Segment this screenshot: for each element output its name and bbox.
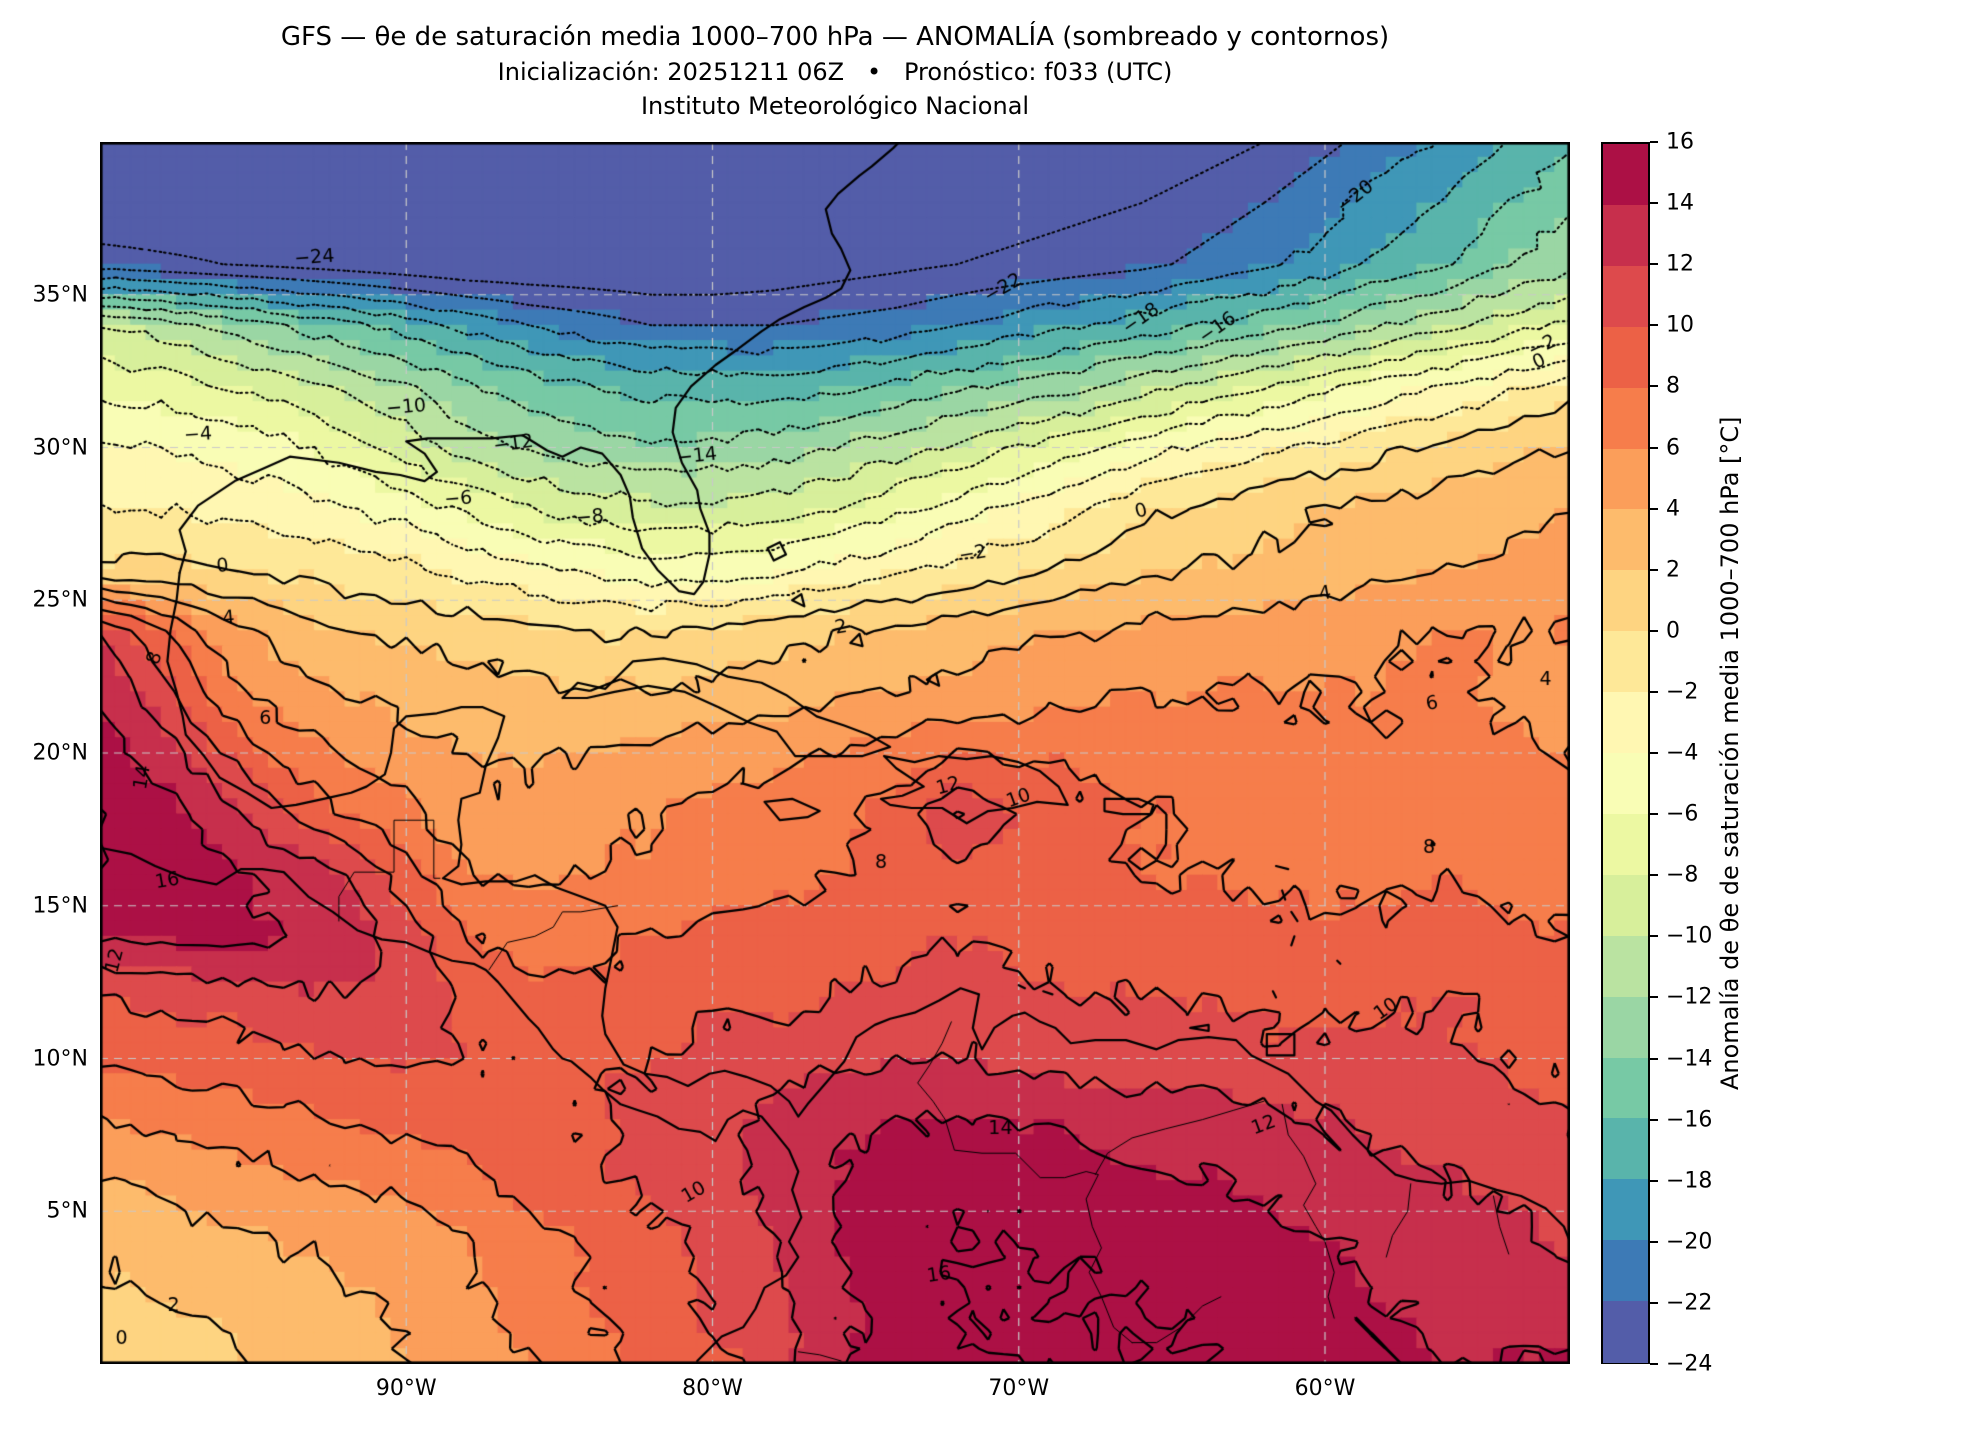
colorbar-color-block bbox=[1603, 509, 1648, 571]
x-tick-label: 70°W bbox=[988, 1376, 1050, 1401]
colorbar-tick-label: −6 bbox=[1666, 801, 1699, 827]
colorbar-tick-mark bbox=[1650, 385, 1658, 388]
colorbar-tick-mark bbox=[1650, 507, 1658, 510]
colorbar-color-block bbox=[1603, 1240, 1648, 1302]
x-tick-label: 80°W bbox=[682, 1376, 743, 1401]
colorbar-color-block bbox=[1603, 874, 1648, 937]
colorbar-tick-mark bbox=[1650, 752, 1658, 754]
colorbar-tick-mark bbox=[1650, 1301, 1658, 1304]
colorbar-tick-mark bbox=[1650, 935, 1658, 938]
colorbar-tick-label: 16 bbox=[1666, 129, 1694, 155]
chart-title: GFS — θe de saturación media 1000–700 hP… bbox=[280, 22, 1390, 52]
y-tick-label: 15°N bbox=[32, 893, 88, 919]
colorbar-color-block bbox=[1603, 692, 1648, 754]
y-tick-label: 25°N bbox=[32, 587, 88, 613]
colorbar-tick-mark bbox=[1650, 141, 1658, 143]
colorbar-tick-label: −10 bbox=[1666, 923, 1713, 949]
colorbar-color-block bbox=[1603, 996, 1648, 1059]
colorbar-tick-mark bbox=[1650, 629, 1658, 632]
y-tick-label: 20°N bbox=[32, 740, 88, 766]
colorbar-color-block bbox=[1603, 753, 1648, 815]
colorbar-color-block bbox=[1603, 1118, 1648, 1180]
colorbar-tick-label: −2 bbox=[1666, 679, 1699, 705]
colorbar bbox=[1601, 142, 1650, 1364]
colorbar-tick-label: −18 bbox=[1666, 1168, 1713, 1194]
colorbar-tick-label: −8 bbox=[1666, 862, 1699, 888]
colorbar-tick-label: −22 bbox=[1666, 1290, 1713, 1316]
colorbar-axis-label: Anomalía de θe de saturación media 1000–… bbox=[1716, 416, 1744, 1090]
colorbar-color-block bbox=[1603, 387, 1648, 450]
colorbar-tick-mark bbox=[1650, 263, 1658, 266]
colorbar-color-block bbox=[1603, 570, 1648, 632]
colorbar-color-block bbox=[1603, 1301, 1648, 1363]
colorbar-tick-mark bbox=[1650, 1057, 1658, 1060]
colorbar-tick-mark bbox=[1650, 996, 1658, 999]
colorbar-color-block bbox=[1603, 144, 1648, 206]
colorbar-color-block bbox=[1603, 265, 1648, 328]
y-tick-label: 5°N bbox=[46, 1198, 88, 1224]
colorbar-tick-mark bbox=[1650, 874, 1658, 877]
chart-subtitle-init-forecast: Inicialización: 20251211 06Z • Pronóstic… bbox=[497, 58, 1173, 86]
colorbar-tick-mark bbox=[1650, 1179, 1658, 1182]
chart-subtitle-institute: Instituto Meteorológico Nacional bbox=[640, 92, 1030, 120]
colorbar-tick-mark bbox=[1650, 1118, 1658, 1121]
colorbar-tick-mark bbox=[1650, 690, 1658, 693]
colorbar-tick-label: −24 bbox=[1666, 1351, 1713, 1377]
y-tick-label: 35°N bbox=[32, 282, 88, 308]
colorbar-tick-label: 0 bbox=[1666, 618, 1680, 644]
colorbar-tick-label: 8 bbox=[1666, 373, 1680, 399]
colorbar-tick-label: −14 bbox=[1666, 1046, 1713, 1071]
anomaly-map-canvas bbox=[100, 142, 1570, 1364]
y-tick-label: 10°N bbox=[32, 1046, 88, 1071]
colorbar-tick-label: 12 bbox=[1666, 251, 1694, 277]
colorbar-color-block bbox=[1603, 935, 1648, 998]
colorbar-color-block bbox=[1603, 326, 1648, 389]
colorbar-color-block bbox=[1603, 448, 1648, 510]
x-tick-label: 60°W bbox=[1294, 1376, 1356, 1401]
colorbar-tick-mark bbox=[1650, 324, 1658, 327]
colorbar-color-block bbox=[1603, 813, 1648, 876]
colorbar-tick-mark bbox=[1650, 813, 1658, 816]
y-tick-label: 30°N bbox=[32, 435, 88, 460]
colorbar-tick-label: −16 bbox=[1666, 1107, 1713, 1133]
colorbar-tick-mark bbox=[1650, 568, 1658, 571]
colorbar-tick-label: −4 bbox=[1666, 740, 1699, 766]
colorbar-tick-mark bbox=[1650, 1363, 1658, 1365]
colorbar-tick-label: 2 bbox=[1666, 557, 1680, 583]
colorbar-tick-label: 14 bbox=[1666, 190, 1694, 216]
colorbar-color-block bbox=[1603, 631, 1648, 693]
colorbar-tick-mark bbox=[1650, 446, 1658, 449]
colorbar-tick-mark bbox=[1650, 202, 1658, 205]
colorbar-tick-label: 4 bbox=[1666, 496, 1680, 522]
colorbar-tick-mark bbox=[1650, 1240, 1658, 1243]
x-tick-label: 90°W bbox=[375, 1376, 437, 1401]
colorbar-color-block bbox=[1603, 204, 1648, 267]
colorbar-color-block bbox=[1603, 1179, 1648, 1241]
colorbar-tick-label: 6 bbox=[1666, 435, 1680, 460]
colorbar-tick-label: 10 bbox=[1666, 312, 1694, 338]
colorbar-tick-label: −20 bbox=[1666, 1229, 1713, 1255]
colorbar-tick-label: −12 bbox=[1666, 984, 1713, 1010]
colorbar-color-block bbox=[1603, 1057, 1648, 1119]
